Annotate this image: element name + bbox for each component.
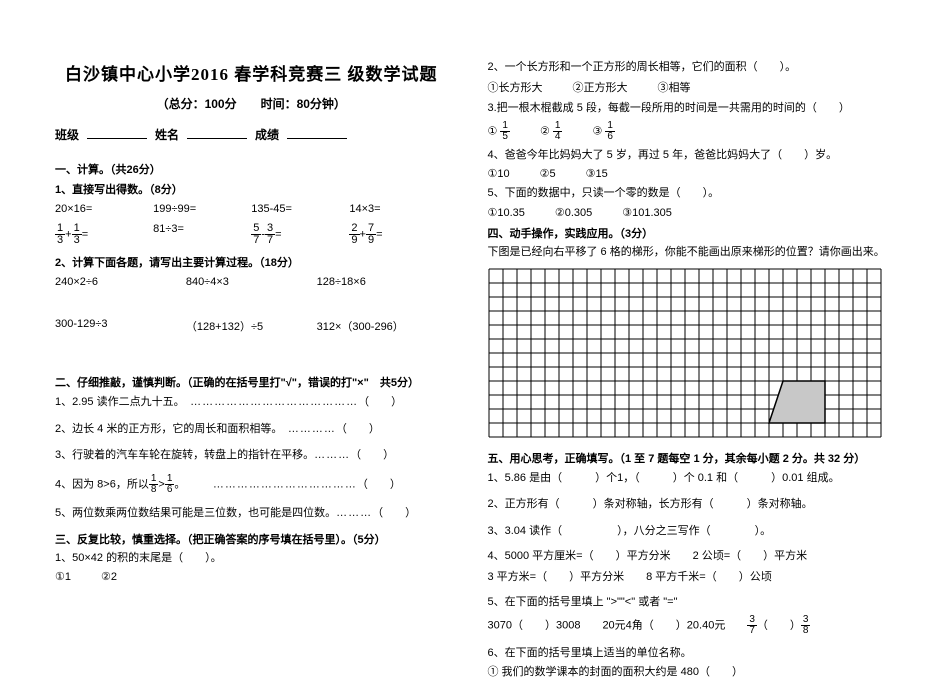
class-blank xyxy=(87,126,147,139)
q5-2: 2、正方形有（ ）条对称轴，长方形有（ ）条对称轴。 xyxy=(488,496,906,513)
calc-row-4: 300-129÷3 （128+132）÷5 312×（300-296） xyxy=(55,318,448,334)
score-label: 成绩 xyxy=(255,126,279,143)
calc-item: （128+132）÷5 xyxy=(186,318,317,334)
q2-1: 1、2.95 读作二点九十五。 ……………………………………（ ） xyxy=(55,394,448,411)
calc-row-2: 13+13= 81÷3= 57-37= 29+79= xyxy=(55,223,448,246)
calc-item: 300-129÷3 xyxy=(55,318,186,334)
calc-item: 57-37= xyxy=(251,223,349,246)
opt: ①1 xyxy=(55,570,71,583)
section1-heading: 一、计算。（共26分） xyxy=(55,161,448,177)
q5-4a: 4、5000 平方厘米=（ ）平方分米 2 公顷=（ ）平方米 xyxy=(488,549,906,564)
score-blank xyxy=(287,126,347,139)
opt: ②正方形大 xyxy=(573,79,628,95)
opt: ③15 xyxy=(586,167,608,180)
student-info-row: 班级 姓名 成绩 xyxy=(55,126,448,143)
r-q5-opts: ①10.35 ②0.305 ③101.305 xyxy=(488,206,906,219)
grid-diagram xyxy=(488,268,882,438)
r-q2: 2、一个长方形和一个正方形的周长相等，它们的面积（ ）。 xyxy=(488,60,906,75)
opt: ① 15 xyxy=(488,121,510,142)
name-blank xyxy=(187,126,247,139)
section5-heading: 五、用心思考，正确填写。（1 至 7 题每空 1 分，其余每小题 2 分。共 3… xyxy=(488,450,906,466)
q5-5-row: 3070（ ）3008 20元4角（ ）20.40元 37（ ）38 xyxy=(488,615,906,636)
exam-title: 白沙镇中心小学2016 春学科竞赛三 级数学试题 xyxy=(55,60,448,85)
calc-item: 14×3= xyxy=(349,203,447,215)
q5-6a: ① 我们的数学课本的封面的面积大约是 480（ ） xyxy=(488,665,906,680)
q2-5: 5、两位数乘两位数结果可能是三位数，也可能是四位数。………（ ） xyxy=(55,505,448,522)
q2-2: 2、边长 4 米的正方形，它的周长和面积相等。 …………（ ） xyxy=(55,421,448,438)
calc-item: 312×（300-296） xyxy=(317,318,448,334)
opt: ③ 16 xyxy=(592,121,614,142)
q5-4b: 3 平方米=（ ）平方分米 8 平方千米=（ ）公顷 xyxy=(488,569,906,586)
r-q5: 5、下面的数据中，只读一个零的数是（ ）。 xyxy=(488,186,906,201)
exam-subtitle: （总分：100分 时间：80分钟） xyxy=(55,95,448,112)
q5-3: 3、3.04 读作（ ），八分之三写作（ ）。 xyxy=(488,523,906,540)
q5-6: 6、在下面的括号里填上适当的单位名称。 xyxy=(488,646,906,661)
section4-heading: 四、动手操作，实践应用。（3分） xyxy=(488,225,906,241)
class-label: 班级 xyxy=(55,126,79,143)
opt: ② 14 xyxy=(540,121,562,142)
calc-item: 20×16= xyxy=(55,203,153,215)
calc-item: 128÷18×6 xyxy=(317,276,448,288)
opt: ③相等 xyxy=(658,79,691,95)
calc-item: 199÷99= xyxy=(153,203,251,215)
opt: ①10.35 xyxy=(488,206,525,219)
r-q2-opts: ①长方形大 ②正方形大 ③相等 xyxy=(488,79,906,95)
r-q3-opts: ① 15 ② 14 ③ 16 xyxy=(488,121,906,142)
section4-desc: 下图是已经向右平移了 6 格的梯形，你能不能画出原来梯形的位置？请你画出来。 xyxy=(488,245,906,260)
calc-item: 29+79= xyxy=(349,223,447,246)
calc-item: 840÷4×3 xyxy=(186,276,317,288)
calc-item: 13+13= xyxy=(55,223,153,246)
opt: ②5 xyxy=(540,167,556,180)
section1-sub1: 1、直接写出得数。（8分） xyxy=(55,181,448,197)
section3-heading: 三、反复比较，慎重选择。（把正确答案的序号填在括号里）。（5分） xyxy=(55,531,448,547)
opt: ②0.305 xyxy=(555,206,592,219)
name-label: 姓名 xyxy=(155,126,179,143)
calc-item: 135-45= xyxy=(251,203,349,215)
opt: ③101.305 xyxy=(622,206,672,219)
q5-1: 1、5.86 是由（ ）个1，（ ）个 0.1 和（ ）0.01 组成。 xyxy=(488,470,906,487)
q2-3: 3、行驶着的汽车车轮在旋转，转盘上的指针在平移。………（ ） xyxy=(55,447,448,464)
opt: ①10 xyxy=(488,167,510,180)
opt: ①长方形大 xyxy=(488,79,543,95)
r-q4: 4、爸爸今年比妈妈大了 5 岁，再过 5 年，爸爸比妈妈大了（ ）岁。 xyxy=(488,148,906,163)
calc-row-1: 20×16= 199÷99= 135-45= 14×3= xyxy=(55,203,448,215)
q3-1-opts: ①1 ②2 xyxy=(55,570,448,583)
calc-item: 240×2÷6 xyxy=(55,276,186,288)
section1-sub2: 2、计算下面各题，请写出主要计算过程。（18分） xyxy=(55,254,448,270)
r-q3: 3.把一根木棍截成 5 段，每截一段所用的时间是一共需用的时间的（ ） xyxy=(488,101,906,116)
opt: ②2 xyxy=(101,570,117,583)
section2-heading: 二、仔细推敲，谨慎判断。（正确的在括号里打"√"，错误的打"×" 共5分） xyxy=(55,374,448,390)
q2-4: 4、因为 8>6，所以18>16。 ………………………………（ ） xyxy=(55,474,448,495)
calc-row-3: 240×2÷6 840÷4×3 128÷18×6 xyxy=(55,276,448,288)
q5-5: 5、在下面的括号里填上 ">""<" 或者 "=" xyxy=(488,595,906,610)
r-q4-opts: ①10 ②5 ③15 xyxy=(488,167,906,180)
q3-1: 1、50×42 的积的末尾是（ ）。 xyxy=(55,551,448,566)
calc-item: 81÷3= xyxy=(153,223,251,246)
